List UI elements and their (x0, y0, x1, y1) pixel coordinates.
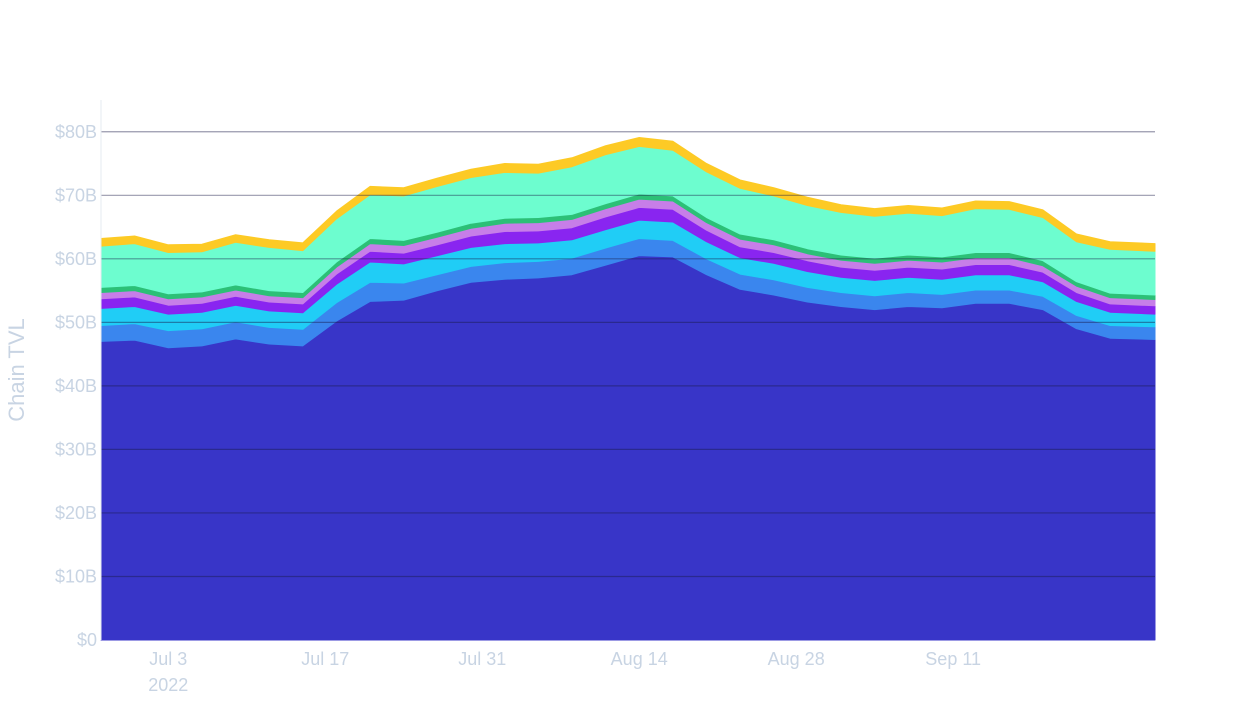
y-tick-label: $20B (55, 503, 97, 523)
series-area-8 (100, 137, 1156, 253)
y-tick-label: $50B (55, 312, 97, 332)
x-tick-sublabel: 2022 (148, 675, 188, 695)
y-tick-label: $10B (55, 566, 97, 586)
x-tick-label: Jul 31 (458, 649, 506, 669)
x-tick-labels: Jul 3 2022 Jul 17 Jul 31 Aug 14 Aug 28 Sep 11 (148, 649, 981, 695)
x-tick-label: Jul 17 (301, 649, 349, 669)
y-tick-label: $0 (77, 630, 97, 650)
series-layer (100, 137, 1156, 641)
y-tick-label: $60B (55, 249, 97, 269)
y-tick-label: $40B (55, 376, 97, 396)
y-tick-labels: $0 $10B $20B $30B $40B $50B $60B $70B $80B (55, 122, 97, 650)
grid-layer (101, 131, 1155, 578)
x-tick-label: Sep 11 (925, 649, 981, 669)
y-tick-label: $80B (55, 122, 97, 142)
y-axis-title: Chain TVL (4, 318, 29, 422)
x-tick-label: Aug 14 (611, 649, 668, 669)
x-tick-label: Jul 3 (149, 649, 187, 669)
x-tick-label: Aug 28 (768, 649, 825, 669)
y-tick-label: $30B (55, 439, 97, 459)
y-tick-label: $70B (55, 185, 97, 205)
